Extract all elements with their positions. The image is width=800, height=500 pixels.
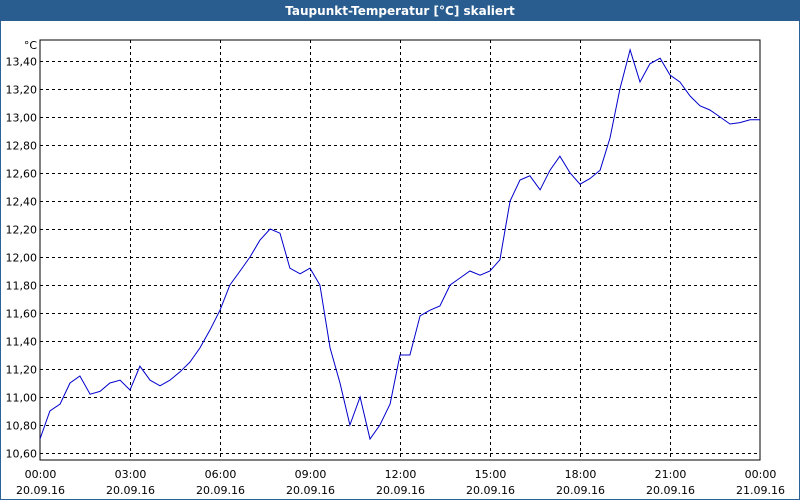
x-tick-time: 00:00 — [745, 468, 777, 481]
y-tick-label: 13,40 — [6, 56, 38, 69]
y-tick-label: 12,20 — [6, 224, 38, 237]
x-tick-date: 21.09.16 — [736, 484, 785, 497]
x-tick-date: 20.09.16 — [106, 484, 155, 497]
y-tick-label: 12,60 — [6, 168, 38, 181]
series-line — [39, 47, 760, 441]
y-tick-label: 11,80 — [6, 280, 38, 293]
x-tick-time: 12:00 — [385, 468, 417, 481]
chart-title: Taupunkt-Temperatur [°C] skaliert — [285, 3, 515, 18]
y-tick-label: 10,60 — [6, 448, 38, 461]
y-tick-label: 12,00 — [6, 252, 38, 265]
chart-title-bar: Taupunkt-Temperatur [°C] skaliert — [0, 0, 800, 21]
x-tick-date: 20.09.16 — [466, 484, 515, 497]
y-tick-label: 11,20 — [6, 364, 38, 377]
y-tick-label: 11,60 — [6, 308, 38, 321]
x-tick-date: 20.09.16 — [286, 484, 335, 497]
x-tick-time: 09:00 — [295, 468, 327, 481]
x-tick-time: 15:00 — [475, 468, 507, 481]
y-tick-label: 12,40 — [6, 196, 38, 209]
x-tick-date: 20.09.16 — [16, 484, 65, 497]
x-tick-time: 03:00 — [115, 468, 147, 481]
y-tick-label: 11,40 — [6, 336, 38, 349]
y-tick-label: 10,80 — [6, 420, 38, 433]
x-tick-time: 18:00 — [565, 468, 597, 481]
x-tick-time: 06:00 — [205, 468, 237, 481]
y-tick-label: 13,00 — [6, 112, 38, 125]
y-unit-label: °C — [24, 39, 38, 52]
y-tick-label: 12,80 — [6, 140, 38, 153]
y-tick-label: 13,20 — [6, 84, 38, 97]
x-tick-date: 20.09.16 — [196, 484, 245, 497]
x-tick-time: 00:00 — [25, 468, 57, 481]
x-tick-date: 20.09.16 — [376, 484, 425, 497]
x-tick-date: 20.09.16 — [556, 484, 605, 497]
x-tick-time: 21:00 — [655, 468, 687, 481]
x-tick-date: 20.09.16 — [646, 484, 695, 497]
y-tick-label: 11,00 — [6, 392, 38, 405]
